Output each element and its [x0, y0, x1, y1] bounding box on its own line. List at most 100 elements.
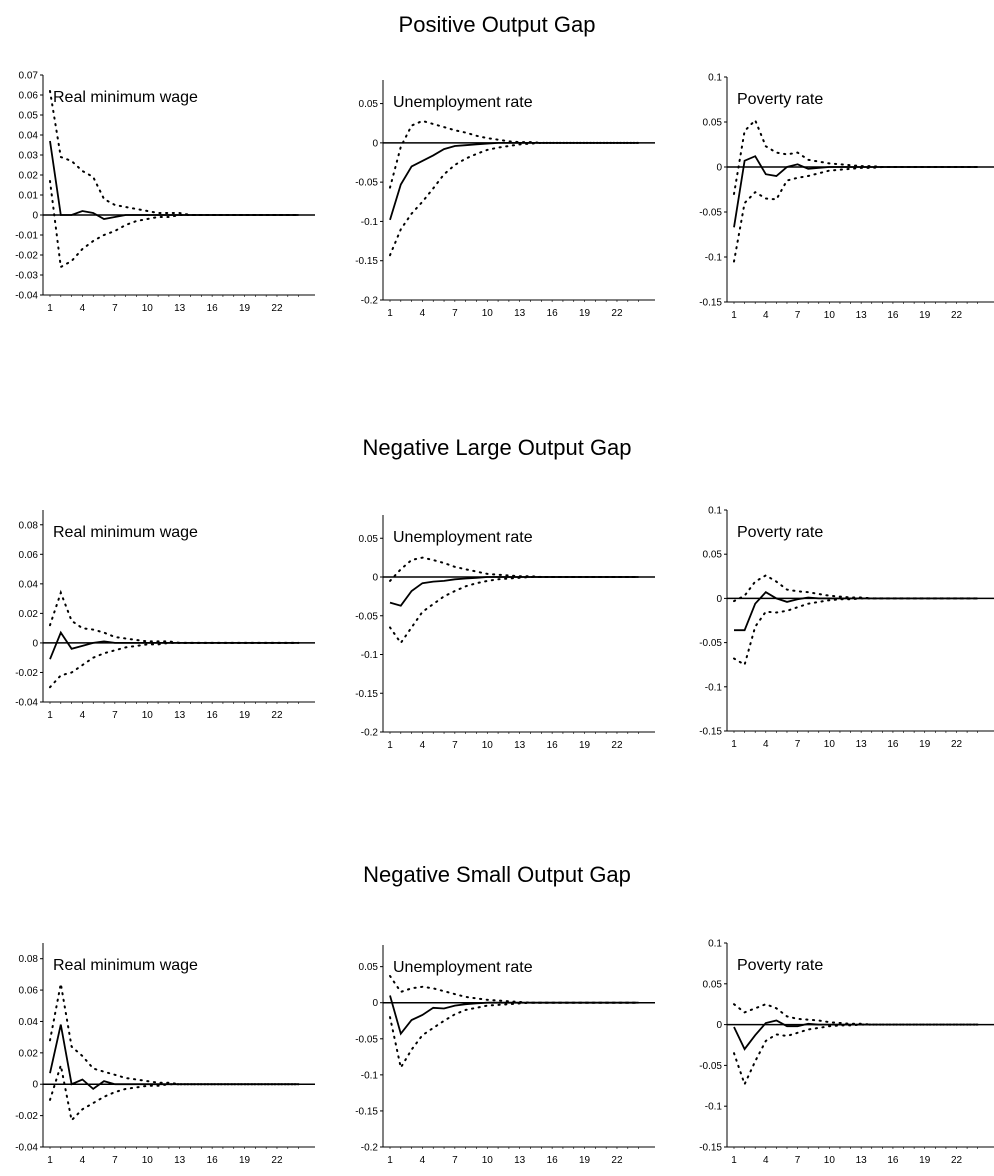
panel-title: Real minimum wage — [53, 89, 198, 106]
y-tick-label: 0 — [32, 1080, 38, 1091]
x-tick-label: 4 — [420, 1155, 426, 1166]
y-tick-label: -0.2 — [361, 296, 379, 307]
x-tick-label: 7 — [795, 1155, 801, 1166]
x-tick-label: 22 — [951, 1155, 963, 1166]
lower-band-line — [389, 141, 640, 257]
y-tick-label: 0.04 — [19, 1017, 39, 1028]
y-tick-label: -0.05 — [355, 178, 378, 189]
response-line — [389, 576, 639, 607]
y-tick-label: -0.1 — [361, 1070, 379, 1081]
x-tick-label: 16 — [547, 308, 559, 319]
y-tick-label: -0.1 — [361, 650, 379, 661]
x-tick-label: 13 — [514, 740, 526, 751]
panel-title: Poverty rate — [737, 91, 823, 108]
x-tick-label: 19 — [919, 739, 931, 750]
x-tick-label: 19 — [239, 710, 251, 721]
y-tick-label: -0.15 — [355, 689, 378, 700]
lower-band-line — [733, 597, 979, 667]
y-tick-label: 0 — [716, 1020, 722, 1031]
x-tick-label: 16 — [887, 310, 899, 321]
x-tick-label: 1 — [731, 739, 737, 750]
y-tick-label: 0.04 — [19, 579, 39, 590]
x-tick-label: 22 — [271, 303, 283, 314]
panel-negative-large-output-gap-unemployment-rate: -0.2 -0.15 -0.1 -0.05 0 0.05 1 4 7 10 13 16 19 22 Unem… — [355, 515, 655, 751]
y-tick-label: -0.05 — [699, 208, 722, 219]
y-tick-label: 0.02 — [19, 609, 39, 620]
row-title-negative-large-output-gap: Negative Large Output Gap — [362, 435, 632, 460]
y-tick-label: 0.01 — [19, 191, 39, 202]
x-tick-label: 7 — [795, 739, 801, 750]
x-tick-label: 13 — [856, 1155, 868, 1166]
y-tick-label: 0.05 — [703, 979, 723, 990]
x-tick-label: 4 — [763, 310, 769, 321]
panel-negative-small-output-gap-unemployment-rate: -0.2 -0.15 -0.1 -0.05 0 0.05 1 4 7 10 13 16 19 22 Unem… — [355, 945, 655, 1166]
y-tick-label: -0.05 — [355, 611, 378, 622]
x-tick-label: 19 — [579, 1155, 591, 1166]
x-tick-label: 16 — [547, 1155, 559, 1166]
y-tick-label: 0.1 — [708, 506, 722, 517]
y-tick-label: 0.05 — [703, 118, 723, 129]
x-tick-label: 7 — [452, 740, 458, 751]
y-tick-label: 0.05 — [359, 534, 379, 545]
y-tick-label: -0.05 — [699, 638, 722, 649]
y-tick-label: -0.15 — [355, 256, 378, 267]
y-tick-label: 0.07 — [19, 71, 39, 82]
x-tick-label: 10 — [824, 739, 836, 750]
x-tick-label: 1 — [731, 1155, 737, 1166]
x-tick-label: 19 — [579, 308, 591, 319]
upper-band-line — [49, 90, 300, 216]
x-tick-label: 19 — [239, 1155, 251, 1166]
x-tick-label: 19 — [919, 310, 931, 321]
y-tick-label: 0.05 — [19, 111, 39, 122]
y-tick-label: -0.02 — [15, 1111, 38, 1122]
upper-band-line — [389, 975, 640, 1004]
y-tick-label: -0.2 — [361, 1143, 379, 1154]
x-tick-label: 16 — [207, 1155, 219, 1166]
y-tick-label: -0.15 — [699, 1143, 722, 1154]
x-tick-label: 10 — [142, 710, 154, 721]
x-tick-label: 13 — [514, 1155, 526, 1166]
x-tick-label: 10 — [482, 1155, 494, 1166]
y-tick-label: 0 — [716, 163, 722, 174]
x-tick-label: 4 — [80, 303, 86, 314]
row-title-negative-small-output-gap: Negative Small Output Gap — [363, 862, 631, 887]
y-tick-label: -0.15 — [355, 1106, 378, 1117]
y-tick-label: 0 — [32, 211, 38, 222]
y-tick-label: 0 — [716, 594, 722, 605]
lower-band-line — [49, 180, 300, 269]
panel-title: Unemployment rate — [393, 94, 533, 111]
panel-negative-small-output-gap-poverty-rate: -0.15 -0.1 -0.05 0 0.05 0.1 1 4 7 10 13 16 19 22 Pover… — [699, 939, 994, 1166]
y-tick-label: -0.1 — [705, 682, 723, 693]
y-tick-label: 0.05 — [703, 550, 723, 561]
x-tick-label: 13 — [174, 1155, 186, 1166]
y-tick-label: -0.1 — [361, 217, 379, 228]
y-tick-label: 0.05 — [359, 99, 379, 110]
y-tick-label: -0.04 — [15, 291, 38, 302]
x-tick-label: 16 — [547, 740, 559, 751]
panel-title: Poverty rate — [737, 524, 823, 541]
y-tick-label: 0 — [32, 638, 38, 649]
x-tick-label: 13 — [856, 739, 868, 750]
y-tick-label: 0.06 — [19, 91, 39, 102]
y-tick-label: 0 — [372, 138, 378, 149]
x-tick-label: 13 — [856, 310, 868, 321]
response-line — [389, 995, 639, 1036]
x-tick-label: 7 — [112, 303, 118, 314]
lower-band-line — [733, 166, 979, 263]
panel-title: Unemployment rate — [393, 959, 533, 976]
x-tick-label: 22 — [611, 308, 623, 319]
panel-negative-large-output-gap-real-minimum-wage: -0.04 -0.02 0 0.02 0.04 0.06 0.08 1 4 7 10 13 16 19 22… — [15, 510, 315, 721]
y-tick-label: -0.03 — [15, 271, 38, 282]
x-tick-label: 1 — [47, 303, 53, 314]
panel-title: Real minimum wage — [53, 957, 198, 974]
response-line — [49, 1024, 299, 1091]
y-tick-label: -0.05 — [699, 1061, 722, 1072]
x-tick-label: 10 — [142, 303, 154, 314]
x-tick-label: 19 — [579, 740, 591, 751]
x-tick-label: 7 — [112, 1155, 118, 1166]
lower-band-line — [49, 641, 300, 689]
x-tick-label: 4 — [420, 740, 426, 751]
x-tick-label: 16 — [207, 303, 219, 314]
x-tick-label: 4 — [80, 1155, 86, 1166]
